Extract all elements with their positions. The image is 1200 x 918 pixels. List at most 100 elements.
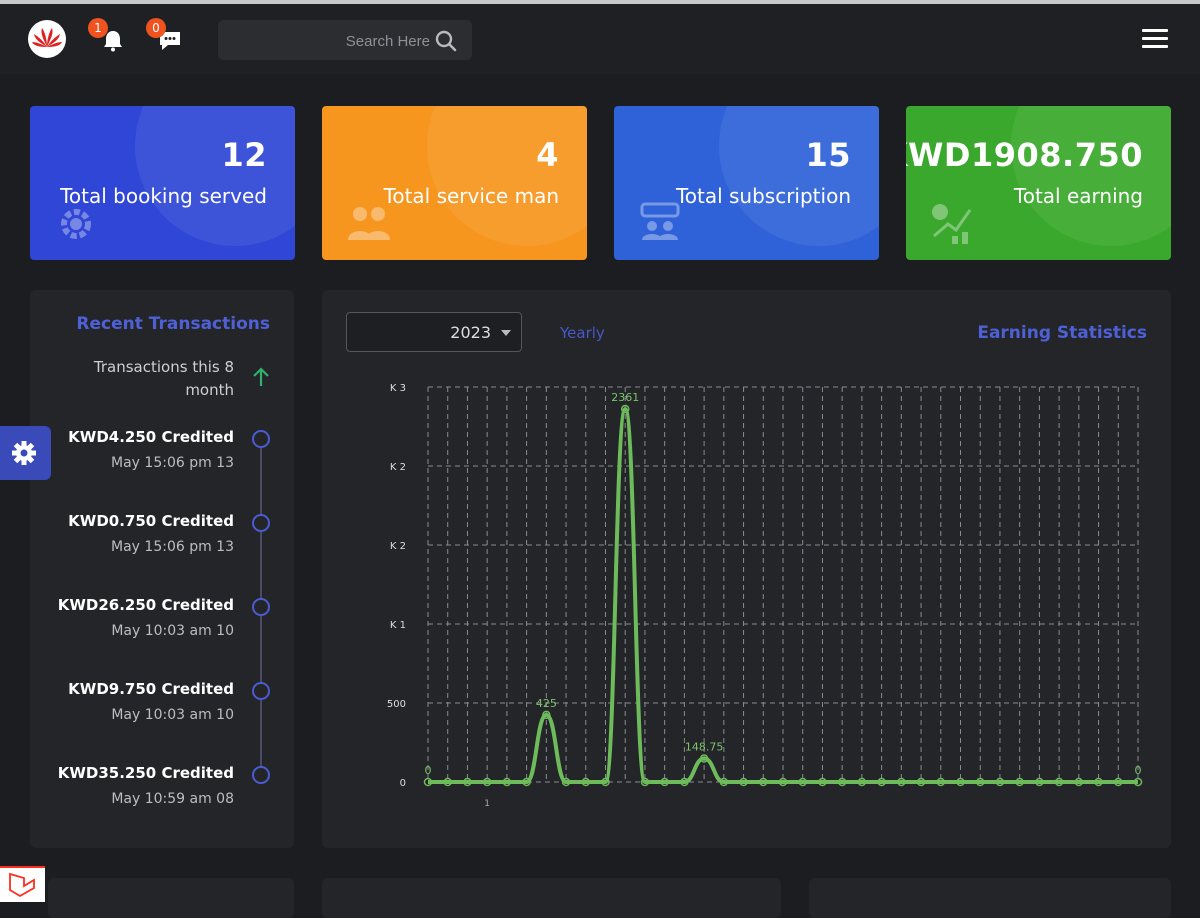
year-select-value: 2023 — [450, 323, 491, 342]
stat-card-earning[interactable]: KWD1908.750 Total earning — [906, 106, 1171, 260]
hamburger-menu-icon[interactable] — [1142, 29, 1168, 49]
chevron-down-icon — [501, 330, 511, 336]
transaction-item[interactable]: KWD9.750 Credited May 10:03 am 10 — [24, 680, 234, 723]
stat-label: Total booking served — [60, 184, 267, 208]
stat-value: 12 — [221, 136, 267, 174]
brand-logo[interactable] — [28, 20, 66, 58]
transactions-subtitle: Transactions this 8 month — [93, 358, 234, 399]
data-point — [581, 777, 591, 787]
notifications-badge: 1 — [88, 18, 108, 38]
transaction-item[interactable]: KWD26.250 Credited May 10:03 am 10 — [24, 596, 234, 639]
people-icon — [348, 207, 390, 240]
data-point — [601, 777, 610, 787]
transaction-time: May 15:06 pm 13 — [111, 455, 234, 471]
search-icon[interactable] — [434, 29, 458, 53]
search-input[interactable] — [228, 28, 432, 54]
timeline-dot — [252, 514, 270, 532]
stat-label: Total earning — [1013, 184, 1143, 208]
gear-people-icon — [61, 209, 91, 239]
transaction-time: May 10:59 am 08 — [111, 791, 234, 807]
bell-icon — [104, 31, 122, 52]
stat-card-bookings[interactable]: 12 Total booking served — [30, 106, 295, 260]
data-point — [640, 777, 650, 787]
data-point — [719, 777, 729, 787]
earning-line-chart: 0 500 K 1 K 2 K 2 K 3 1 0 425 2361 148.75 0 — [387, 383, 1143, 809]
y-tick-label: 0 — [400, 778, 406, 789]
data-point — [463, 777, 472, 787]
y-tick-label: K 1 — [390, 620, 406, 631]
data-label: 0 — [425, 764, 432, 777]
earning-chart-icon — [932, 204, 972, 244]
data-point — [443, 777, 452, 787]
data-point — [956, 777, 965, 787]
timeline-dot — [252, 682, 270, 700]
period-label[interactable]: Yearly — [560, 324, 605, 342]
transaction-time: May 10:03 am 10 — [111, 707, 234, 723]
data-point — [561, 777, 571, 787]
data-point — [1094, 777, 1103, 787]
data-point — [522, 777, 531, 787]
data-point — [502, 777, 512, 787]
data-point — [995, 777, 1005, 787]
data-point — [759, 777, 768, 787]
data-point — [916, 777, 926, 787]
data-point — [1133, 777, 1143, 787]
y-tick-label: K 3 — [390, 383, 406, 394]
stat-label: Total service man — [383, 184, 559, 208]
transaction-amount: KWD26.250 Credited — [57, 596, 234, 614]
top-bar: 1 0 — [0, 0, 1200, 74]
data-point — [1054, 777, 1064, 787]
data-label: 2361 — [611, 391, 639, 404]
notifications-button[interactable]: 1 — [88, 18, 124, 52]
data-label: 425 — [536, 697, 557, 710]
transaction-item[interactable]: KWD0.750 Credited May 15:06 pm 13 — [24, 512, 234, 555]
data-point — [1074, 777, 1084, 787]
data-point — [542, 710, 551, 720]
messages-button[interactable]: 0 — [146, 18, 182, 52]
transaction-item[interactable]: KWD4.250 Credited May 15:06 pm 13 — [24, 428, 234, 471]
transaction-amount: KWD9.750 Credited — [68, 680, 234, 698]
data-point — [620, 404, 630, 414]
stat-card-subscriptions[interactable]: 15 Total subscription — [614, 106, 879, 260]
data-point — [680, 777, 689, 787]
data-point — [818, 777, 827, 787]
stat-value: KWD1908.750 — [906, 136, 1143, 174]
gear-icon — [12, 441, 36, 465]
transaction-amount: KWD4.250 Credited — [68, 428, 234, 446]
data-point — [975, 777, 985, 787]
stat-value: 4 — [536, 136, 559, 174]
bottom-card-2 — [322, 878, 781, 918]
chat-icon — [160, 32, 180, 50]
y-tick-label: K 2 — [390, 462, 406, 473]
stat-label: Total subscription — [675, 184, 851, 208]
data-point — [1114, 777, 1123, 787]
messages-badge: 0 — [146, 18, 166, 38]
search-box — [218, 20, 472, 60]
data-point — [897, 777, 906, 787]
data-point — [699, 754, 709, 763]
recent-transactions-title: Recent Transactions — [76, 314, 270, 334]
settings-side-button[interactable] — [0, 426, 51, 480]
huawei-logo-icon — [32, 28, 62, 47]
y-tick-label: 500 — [387, 699, 406, 710]
earning-statistics-panel: 2023 Yearly Earning Statistics 0 500 K 1 K … — [322, 290, 1171, 848]
subscription-icon — [640, 202, 680, 240]
x-tick-label: 1 — [484, 799, 490, 809]
stat-card-service-men[interactable]: 4 Total service man — [322, 106, 587, 260]
bottom-card-3 — [809, 878, 1171, 918]
data-point — [1015, 777, 1024, 787]
data-point — [877, 777, 886, 787]
series-line — [428, 406, 1138, 784]
data-point — [936, 777, 946, 787]
earning-statistics-title: Earning Statistics — [977, 323, 1147, 343]
data-point — [837, 777, 847, 787]
bottom-card-1 — [48, 878, 294, 918]
transaction-item[interactable]: KWD35.250 Credited May 10:59 am 08 — [24, 764, 234, 807]
year-select[interactable]: 2023 — [346, 312, 522, 352]
transaction-time: May 10:03 am 10 — [111, 623, 234, 639]
transaction-amount: KWD35.250 Credited — [57, 764, 234, 782]
timeline-dot — [252, 598, 270, 616]
transaction-time: May 15:06 pm 13 — [111, 539, 234, 555]
laravel-logo-icon — [9, 872, 35, 898]
laravel-debug-button[interactable] — [0, 866, 45, 902]
